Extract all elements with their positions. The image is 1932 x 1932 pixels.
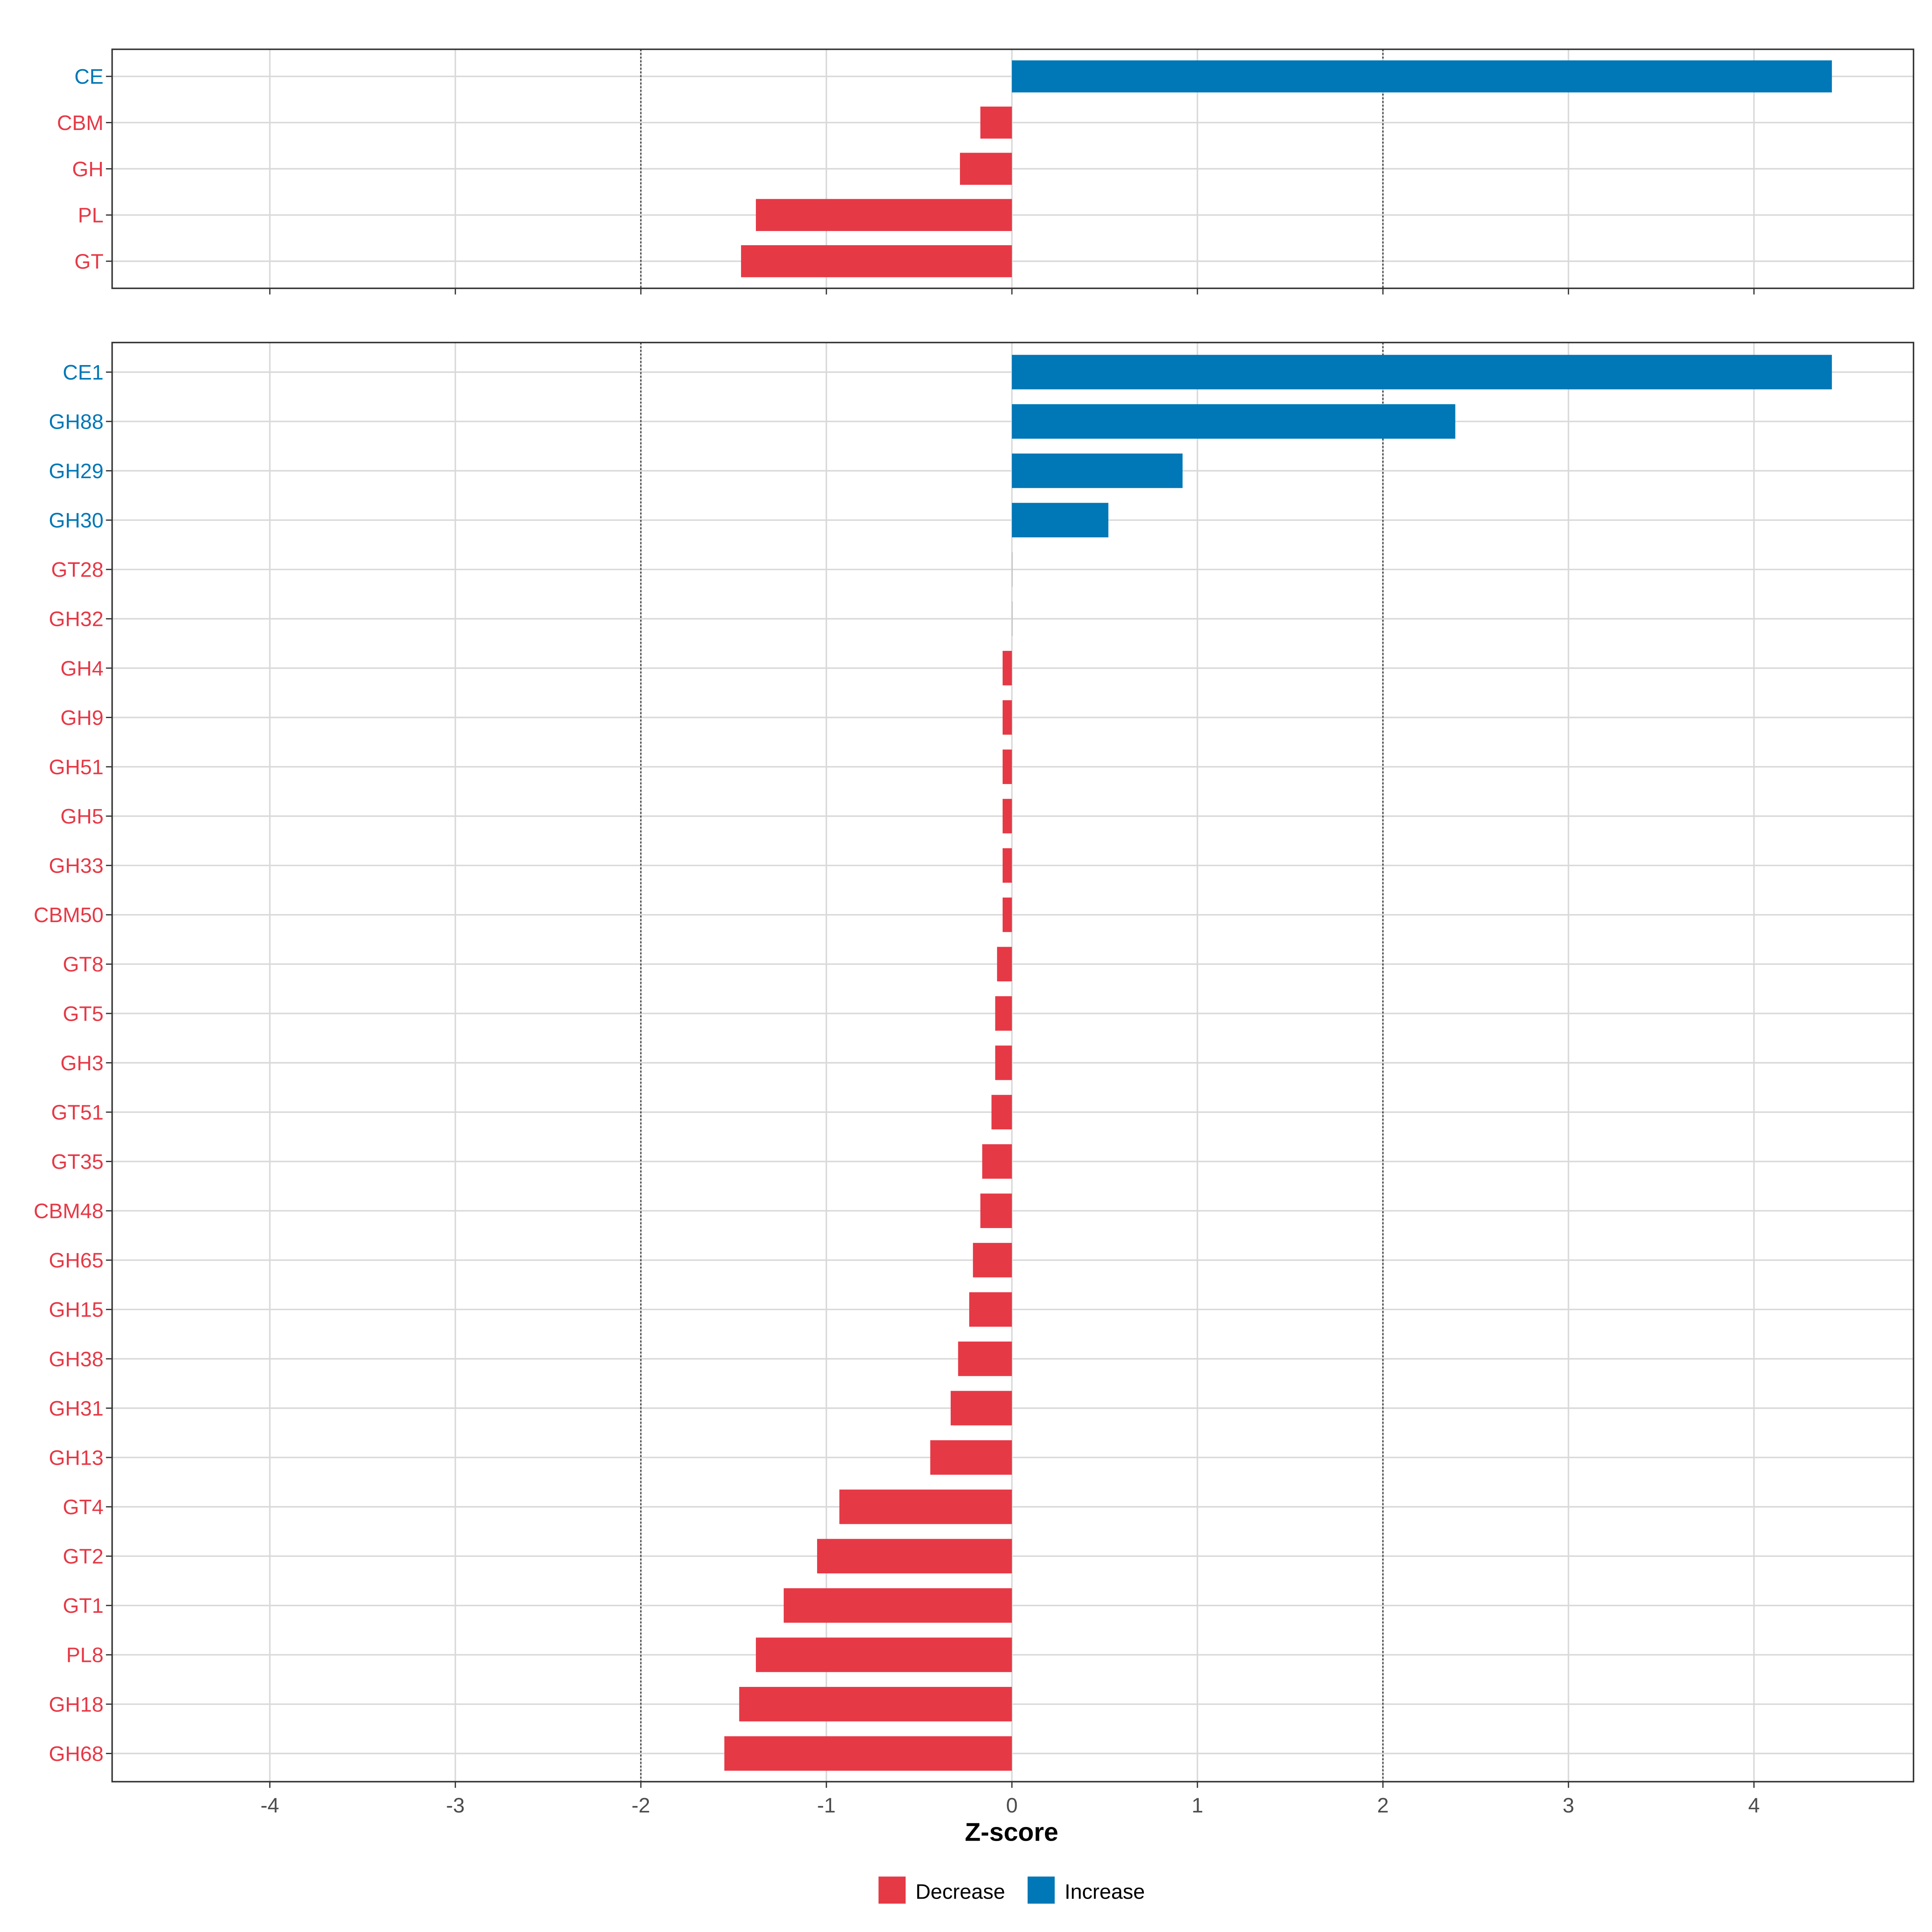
y-tick-label-GH4: GH4 <box>60 657 103 680</box>
y-tick-label-GH: GH <box>72 158 103 181</box>
bar-GH68 <box>724 1736 1012 1771</box>
y-tick-label-GH5: GH5 <box>60 805 103 828</box>
x-tick-label: 2 <box>1377 1794 1389 1817</box>
y-tick-label-GT4: GT4 <box>63 1496 103 1519</box>
y-tick-label-GH18: GH18 <box>49 1693 103 1716</box>
y-tick-label-CBM48: CBM48 <box>34 1200 104 1223</box>
x-tick-label: 0 <box>1006 1794 1018 1817</box>
bar-GH29 <box>1012 453 1183 488</box>
bar-GH18 <box>739 1687 1012 1721</box>
bar-GT5 <box>995 996 1012 1031</box>
bar-GH32 <box>1012 601 1013 636</box>
x-tick-label: 1 <box>1191 1794 1203 1817</box>
bar-GT8 <box>997 947 1012 982</box>
y-tick-label-GT51: GT51 <box>51 1101 103 1124</box>
bar-GH <box>960 153 1012 185</box>
legend-label-decrease: Decrease <box>915 1880 1005 1903</box>
x-tick-label: -3 <box>446 1794 464 1817</box>
y-tick-label-GH51: GH51 <box>49 755 103 779</box>
panel-top: CE CBM GH PL GT <box>57 48 1914 295</box>
bar-GT1 <box>784 1588 1012 1623</box>
y-tick-label-CE: CE <box>74 65 103 89</box>
bar-GH38 <box>958 1342 1012 1376</box>
bar-CE <box>1012 60 1832 93</box>
bar-GT4 <box>839 1489 1012 1524</box>
bar-GH88 <box>1012 404 1455 439</box>
y-tick-label-GH88: GH88 <box>49 410 103 433</box>
y-tick-label-GH65: GH65 <box>49 1249 103 1272</box>
bar-GT28 <box>1012 552 1013 587</box>
y-tick-label-GH38: GH38 <box>49 1348 103 1371</box>
y-tick-label-CBM50: CBM50 <box>34 904 104 927</box>
y-tick-label-CBM: CBM <box>57 111 104 135</box>
y-tick-label-GH3: GH3 <box>60 1052 103 1075</box>
y-tick-label-PL: PL <box>78 204 103 227</box>
y-tick-label-GT1: GT1 <box>63 1594 103 1618</box>
y-tick-label-GT35: GT35 <box>51 1150 103 1174</box>
panel-bottom: CE1 GH88 GH29 GH30 GT28 GH32 GH4 GH9 GH51 GH5 GH33… <box>34 342 1914 1788</box>
y-tick-label-GH33: GH33 <box>49 855 103 878</box>
y-tick-label-GH68: GH68 <box>49 1742 103 1766</box>
y-tick-label-CE1: CE1 <box>63 361 103 384</box>
bar-GT2 <box>817 1539 1012 1574</box>
bar-GH30 <box>1012 503 1108 538</box>
bar-GH5 <box>1002 799 1012 834</box>
bar-GH31 <box>950 1391 1012 1426</box>
panel-border <box>111 48 1914 289</box>
y-tick-label-GH9: GH9 <box>60 706 103 730</box>
y-tick-label-GH15: GH15 <box>49 1298 103 1322</box>
x-tick-label: 4 <box>1748 1794 1760 1817</box>
x-axis: -4 -3 -2 -1 0 1 2 3 4 <box>260 1794 1760 1817</box>
bar-GH33 <box>1002 848 1012 883</box>
bar-GT <box>741 245 1012 277</box>
bar-CBM50 <box>1002 897 1012 932</box>
bar-GT51 <box>991 1095 1012 1129</box>
bar-GH13 <box>930 1440 1012 1475</box>
y-tick-label-GT: GT <box>74 250 103 273</box>
bar-GH4 <box>1002 651 1012 685</box>
y-tick-label-GH13: GH13 <box>49 1446 103 1470</box>
bar-GH15 <box>969 1292 1012 1327</box>
bar-CE1 <box>1012 355 1832 390</box>
bar-CBM48 <box>980 1193 1012 1228</box>
y-tick-label-GH29: GH29 <box>49 460 103 483</box>
legend-swatch-increase <box>1028 1876 1055 1904</box>
x-tick-label: -2 <box>632 1794 650 1817</box>
y-tick-label-GH30: GH30 <box>49 509 103 533</box>
legend-swatch-decrease <box>878 1876 906 1904</box>
bar-GH65 <box>973 1243 1012 1278</box>
bar-GH51 <box>1002 749 1012 784</box>
x-tick-label: -1 <box>817 1794 836 1817</box>
bar-GH9 <box>1002 700 1012 735</box>
y-tick-label-PL8: PL8 <box>66 1644 104 1667</box>
legend: Decrease Increase <box>878 1876 1145 1904</box>
y-tick-label-GH32: GH32 <box>49 608 103 631</box>
x-tick-label: 3 <box>1563 1794 1574 1817</box>
y-tick-label-GT8: GT8 <box>63 953 103 976</box>
legend-label-increase: Increase <box>1065 1880 1145 1903</box>
bar-GT35 <box>982 1144 1012 1179</box>
bar-PL8 <box>755 1637 1012 1672</box>
y-tick-label-GT28: GT28 <box>51 558 103 582</box>
y-tick-label-GH31: GH31 <box>49 1397 103 1420</box>
bar-GH3 <box>995 1045 1012 1080</box>
y-tick-label-GT5: GT5 <box>63 1002 103 1026</box>
bar-CBM <box>980 106 1012 139</box>
y-tick-label-GT2: GT2 <box>63 1545 103 1569</box>
panel-border <box>111 342 1914 1783</box>
bar-PL <box>755 199 1012 231</box>
x-axis-title: Z-score <box>965 1817 1058 1846</box>
x-tick-label: -4 <box>260 1794 279 1817</box>
